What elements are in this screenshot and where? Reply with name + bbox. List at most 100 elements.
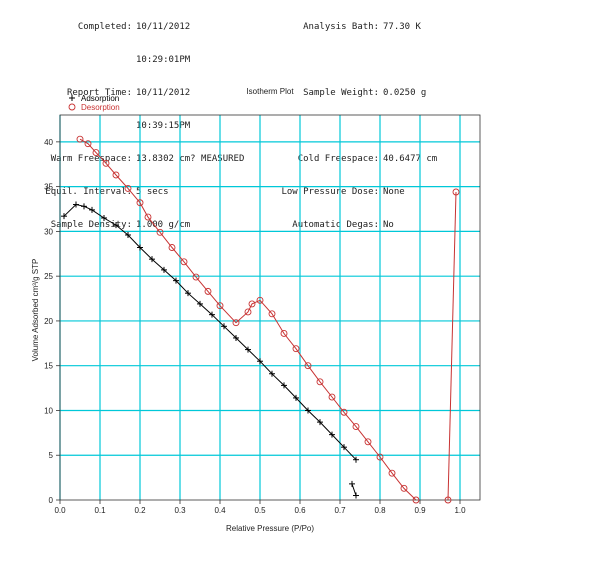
- header-value: 40.6477 cm: [383, 154, 438, 164]
- series-line: [351, 483, 357, 496]
- desorption-point: [400, 484, 408, 492]
- desorption-point: [244, 308, 252, 316]
- desorption-point: [256, 296, 264, 304]
- header-row: Report Time: 10/11/2012: [0, 88, 258, 99]
- axis-ticks: 0.0 0.1 0.2 0.3 0.4 0.5 0.6 0.7 0.8 0.9 1.0 0 5 10 15 2…: [44, 138, 466, 515]
- y-tick-label: 5: [49, 451, 54, 460]
- x-tick-label: 0.0: [54, 506, 66, 515]
- x-tick-label: 0.3: [174, 506, 186, 515]
- header-value: No: [383, 220, 394, 230]
- desorption-point: [102, 159, 110, 167]
- header-label: Automatic Degas:: [292, 220, 379, 230]
- header-row: Sample Density: 1.000 g/cm: [0, 220, 258, 231]
- desorption-point: [156, 228, 164, 236]
- desorption-point: [216, 302, 224, 310]
- desorption-point: [352, 423, 360, 431]
- header-value: 10/11/2012: [136, 88, 191, 98]
- y-tick-label: 15: [44, 362, 53, 371]
- desorption-point: [340, 408, 348, 416]
- desorption-point: [192, 273, 200, 281]
- header-value: 1.000 g/cm: [136, 220, 191, 230]
- header-row: Automatic Degas: No: [258, 220, 508, 231]
- adsorption-point: [137, 244, 143, 251]
- desorption-point: [136, 199, 144, 207]
- header-label: Sample Density:: [50, 220, 132, 230]
- header-value: 10/11/2012: [136, 22, 191, 32]
- desorption-point: [168, 244, 176, 251]
- series-layer: [61, 135, 460, 504]
- x-tick-label: 0.2: [134, 506, 146, 515]
- header-row: Warm Freespace: 13.8302 cm? MEASURED: [0, 154, 258, 165]
- chart-title: Isotherm Plot: [246, 87, 294, 96]
- grid: [59, 115, 480, 500]
- adsorption-point: [69, 95, 75, 101]
- header-label: Analysis Bath:: [303, 22, 379, 32]
- header-row: Cold Freespace: 40.6477 cm: [258, 154, 508, 165]
- x-tick-label: 0.7: [334, 506, 346, 515]
- adsorption-point: [293, 394, 299, 401]
- desorption-point: [304, 362, 312, 370]
- header-value: 77.30 K: [383, 22, 421, 32]
- adsorption-point: [209, 311, 215, 318]
- adsorption-point: [197, 300, 203, 307]
- x-axis-label: Relative Pressure (P/Po): [226, 524, 314, 533]
- header-row: Sample Weight: 0.0250 g: [258, 88, 508, 99]
- desorption-point: [376, 453, 384, 461]
- header-value: 10:39:15PM: [136, 121, 191, 131]
- plot-frame: [59, 114, 481, 501]
- desorption-point: [364, 438, 372, 446]
- series-0: [61, 201, 359, 463]
- header-label: Sample Weight:: [303, 88, 379, 98]
- desorption-point: [328, 393, 336, 401]
- header-value: 0.0250 g: [383, 88, 427, 98]
- y-tick-label: 25: [44, 272, 53, 281]
- desorption-point: [292, 345, 300, 353]
- header-label: Completed:: [77, 22, 132, 32]
- desorption-point: [280, 330, 288, 337]
- y-tick-label: 40: [44, 138, 53, 147]
- desorption-point: [76, 135, 84, 143]
- desorption-point: [124, 184, 132, 192]
- adsorption-point: [233, 334, 239, 341]
- desorption-point: [232, 319, 240, 327]
- header-value: 10:29:01PM: [136, 55, 191, 65]
- series-line: [63, 203, 357, 461]
- adsorption-point: [161, 266, 167, 273]
- adsorption-point: [221, 323, 227, 330]
- legend-label: Adsorption: [81, 94, 119, 103]
- adsorption-point: [245, 346, 251, 353]
- header-value: None: [383, 187, 405, 197]
- desorption-point: [144, 213, 152, 221]
- legend-label: Desorption: [81, 103, 120, 112]
- adsorption-point: [125, 231, 131, 238]
- x-tick-label: 1.0: [454, 506, 466, 515]
- report-header-left: Completed: 10/11/2012 10:29:01PM Report T…: [0, 0, 258, 242]
- desorption-point: [316, 378, 324, 386]
- x-tick-label: 0.4: [214, 506, 226, 515]
- y-tick-label: 30: [44, 227, 53, 236]
- header-value: 5 secs: [136, 187, 169, 197]
- y-axis-label: Volume Adsorbed cm³/g STP: [31, 259, 40, 362]
- series-1: [349, 480, 359, 499]
- desorption-point: [388, 469, 396, 477]
- desorption-point: [268, 310, 276, 318]
- adsorption-point: [113, 222, 119, 229]
- adsorption-point: [317, 419, 323, 426]
- series-3: [444, 188, 460, 504]
- desorption-point: [452, 188, 460, 196]
- desorption-point: [68, 103, 76, 111]
- desorption-point: [180, 258, 188, 266]
- header-label: Equil. Interval:: [45, 187, 132, 197]
- header-label: Warm Freespace:: [50, 154, 132, 164]
- adsorption-point: [61, 213, 67, 220]
- adsorption-point: [281, 382, 287, 389]
- x-tick-label: 0.8: [374, 506, 386, 515]
- y-tick-label: 0: [49, 496, 54, 505]
- desorption-point: [412, 496, 420, 504]
- header-label: Low Pressure Dose:: [281, 187, 379, 197]
- adsorption-point: [269, 370, 275, 377]
- adsorption-point: [173, 277, 179, 284]
- header-row: 10:29:01PM: [0, 55, 258, 66]
- desorption-point: [444, 496, 452, 504]
